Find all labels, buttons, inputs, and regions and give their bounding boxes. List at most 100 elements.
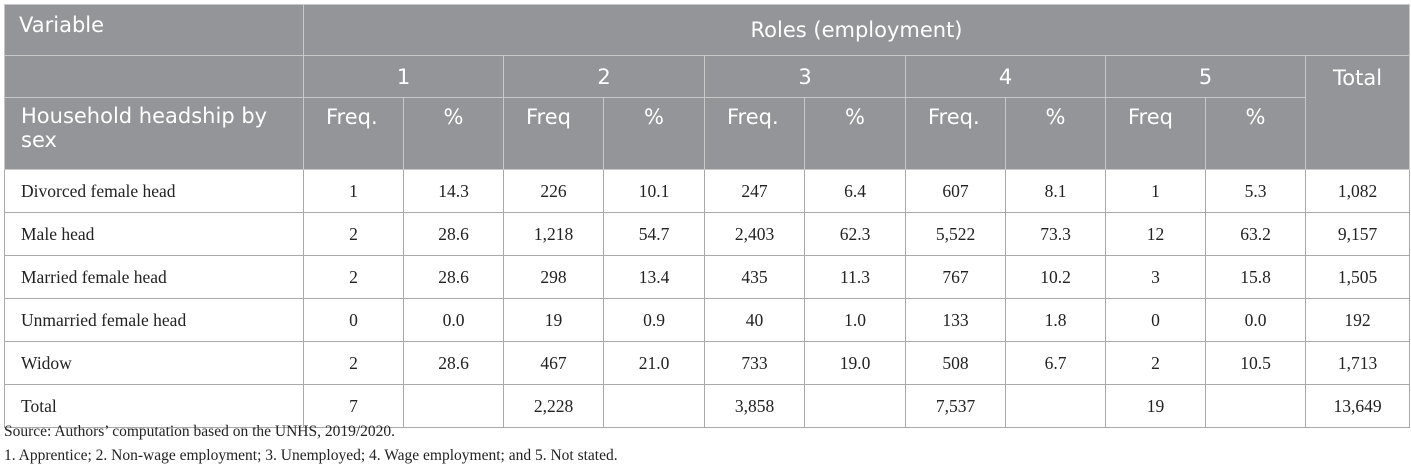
role-5-freq-header: Freq [1105, 97, 1206, 170]
row-label: Married female head [4, 255, 304, 299]
row-total-cell: 13,649 [1304, 384, 1411, 428]
role-1-header: 1 [303, 55, 504, 98]
table-row: Widow 2 28.6 467 21.0 733 19.0 508 6.7 2… [4, 341, 1411, 385]
table-cell [804, 384, 906, 428]
role-4-header: 4 [905, 55, 1106, 98]
table-cell: 5,522 [905, 212, 1006, 256]
row-label: Total [4, 384, 304, 428]
table-cell: 1.0 [804, 298, 906, 342]
table-body: Divorced female head 1 14.3 226 10.1 247… [4, 169, 1411, 428]
table-cell: 28.6 [403, 212, 504, 256]
row-label: Male head [4, 212, 304, 256]
table-cell: 2 [303, 255, 404, 299]
roles-employment-header: Roles (employment) [302, 4, 1411, 56]
role-5-header: 5 [1105, 55, 1306, 98]
table-cell: 8.1 [1005, 169, 1106, 213]
table-cell: 508 [905, 341, 1006, 385]
table-cell: 21.0 [603, 341, 705, 385]
source-note: Source: Authors’ computation based on th… [4, 423, 396, 440]
table-cell: 6.4 [804, 169, 906, 213]
role-2-pct-header: % [603, 97, 705, 170]
table-cell: 247 [704, 169, 805, 213]
table-row: Married female head 2 28.6 298 13.4 435 … [4, 255, 1411, 299]
table-row: Male head 2 28.6 1,218 54.7 2,403 62.3 5… [4, 212, 1411, 256]
table-cell: 298 [503, 255, 604, 299]
table-cell: 7,537 [905, 384, 1006, 428]
table-cell: 467 [503, 341, 604, 385]
variable-header: Variable [4, 4, 304, 56]
table-cell: 133 [905, 298, 1006, 342]
table-cell: 2 [303, 212, 404, 256]
table-cell: 2,403 [704, 212, 805, 256]
row-total-cell: 1,082 [1304, 169, 1411, 213]
table-row-total: Total 7 2,228 3,858 7,537 19 13,649 [4, 384, 1411, 428]
table-cell: 40 [704, 298, 805, 342]
table-cell: 28.6 [403, 255, 504, 299]
table-cell: 28.6 [403, 341, 504, 385]
table-cell: 2 [1105, 341, 1206, 385]
table-cell: 435 [704, 255, 805, 299]
table-cell: 10.5 [1205, 341, 1306, 385]
table-cell: 1 [1105, 169, 1206, 213]
table-cell: 19.0 [804, 341, 906, 385]
table-cell: 6.7 [1005, 341, 1106, 385]
role-3-freq-header: Freq. [704, 97, 805, 170]
table-cell: 73.3 [1005, 212, 1106, 256]
table-cell: 1 [303, 169, 404, 213]
table-cell: 10.1 [603, 169, 705, 213]
table-cell: 733 [704, 341, 805, 385]
table-cell: 10.2 [1005, 255, 1106, 299]
table-cell: 0.9 [603, 298, 705, 342]
table-footnotes: Source: Authors’ computation based on th… [4, 420, 618, 468]
role-4-freq-header: Freq. [905, 97, 1006, 170]
table-row: Divorced female head 1 14.3 226 10.1 247… [4, 169, 1411, 213]
table-cell: 0 [1105, 298, 1206, 342]
row-total-cell: 1,505 [1304, 255, 1411, 299]
table-cell: 0.0 [1205, 298, 1306, 342]
table-cell: 3 [1105, 255, 1206, 299]
table-cell: 2,228 [503, 384, 604, 428]
role-1-pct-header: % [403, 97, 504, 170]
role-2-header: 2 [503, 55, 705, 98]
row-total-cell: 1,713 [1304, 341, 1411, 385]
employment-roles-table: Variable Roles (employment) 1 2 3 4 5 To… [4, 4, 1411, 428]
household-headship-header: Household headship by sex [4, 97, 304, 170]
table-cell: 7 [303, 384, 404, 428]
table-cell: 2 [303, 341, 404, 385]
role-2-freq-header: Freq [503, 97, 604, 170]
table-cell: 12 [1105, 212, 1206, 256]
table-cell: 607 [905, 169, 1006, 213]
table-cell: 767 [905, 255, 1006, 299]
role-1-freq-header: Freq. [303, 97, 404, 170]
row-label: Unmarried female head [4, 298, 304, 342]
table-row: Unmarried female head 0 0.0 19 0.9 40 1.… [4, 298, 1411, 342]
roles-legend-note: 1. Apprentice; 2. Non-wage employment; 3… [4, 447, 618, 464]
table-cell [1005, 384, 1106, 428]
table-cell: 226 [503, 169, 604, 213]
table-cell: 0 [303, 298, 404, 342]
table-cell: 19 [1105, 384, 1206, 428]
variable-header-continued [4, 55, 304, 98]
table-cell: 1.8 [1005, 298, 1106, 342]
table-cell: 0.0 [403, 298, 504, 342]
table-cell [1205, 384, 1306, 428]
table-cell: 19 [503, 298, 604, 342]
row-label: Divorced female head [4, 169, 304, 213]
row-label: Widow [4, 341, 304, 385]
table-cell: 13.4 [603, 255, 705, 299]
row-total-cell: 9,157 [1304, 212, 1411, 256]
total-header: Total [1304, 55, 1411, 170]
table-cell: 11.3 [804, 255, 906, 299]
table-cell [603, 384, 705, 428]
role-5-pct-header: % [1205, 97, 1306, 170]
table-cell: 62.3 [804, 212, 906, 256]
role-3-header: 3 [704, 55, 906, 98]
table-cell: 14.3 [403, 169, 504, 213]
table-cell: 5.3 [1205, 169, 1306, 213]
row-total-cell: 192 [1304, 298, 1411, 342]
table-cell: 1,218 [503, 212, 604, 256]
table-cell: 63.2 [1205, 212, 1306, 256]
table-cell: 15.8 [1205, 255, 1306, 299]
table-cell: 54.7 [603, 212, 705, 256]
table-cell: 3,858 [704, 384, 805, 428]
